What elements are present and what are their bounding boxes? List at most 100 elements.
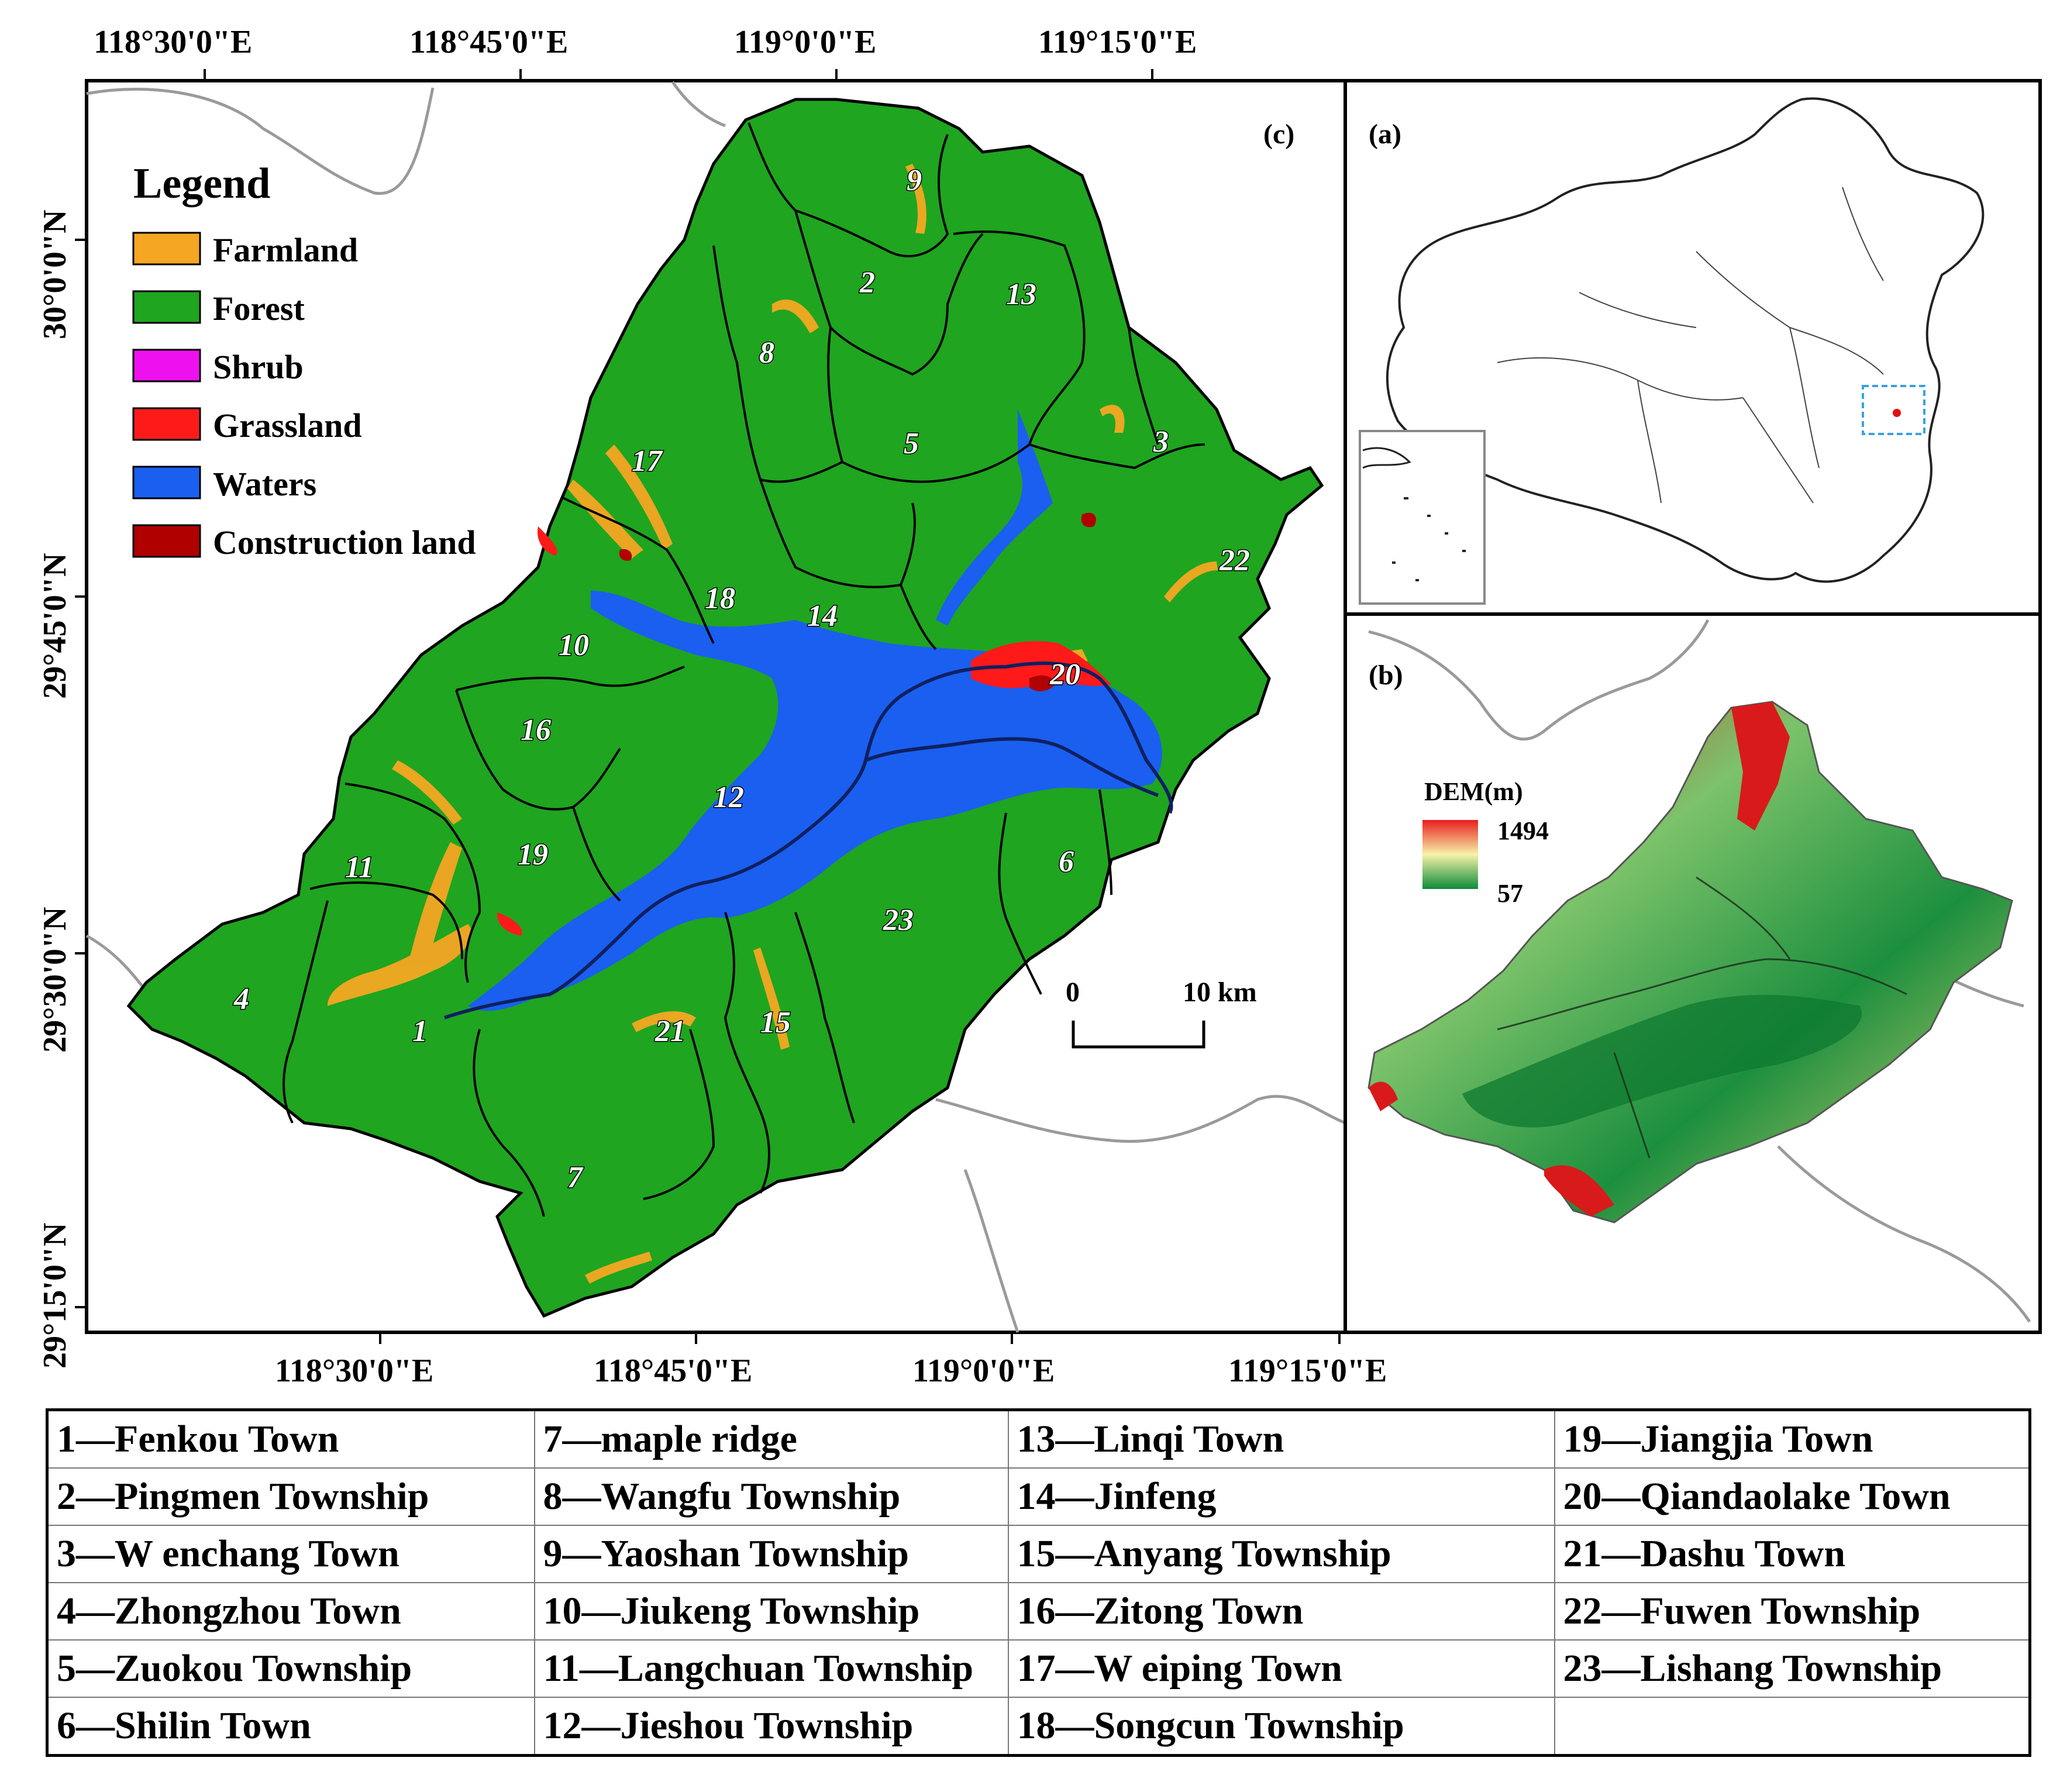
township-number: 8: [759, 336, 774, 370]
township-number: 14: [807, 599, 838, 633]
township-number: 6: [1059, 845, 1074, 878]
township-number: 12: [714, 781, 744, 814]
left-lat-label: 29°45'0"N: [37, 553, 73, 699]
bottom-longitude-labels: 118°30'0"E 118°45'0"E 119°0'0"E 119°15'0…: [275, 1353, 1387, 1389]
legend-label: Construction land: [213, 523, 476, 561]
left-lat-label: 29°15'0"N: [37, 1223, 73, 1369]
bottom-lon-label: 119°0'0"E: [912, 1353, 1055, 1389]
legend-swatch-construction: [132, 524, 201, 558]
legend: Legend Farmland Forest Shrub Grassland W…: [132, 160, 476, 561]
township-entry: 3—W enchang Town: [46, 1525, 535, 1583]
legend-swatch-waters: [132, 466, 201, 499]
panel-c-landuse-map: 1 2 3 4 5 6 7 8 9 10 11 12 13 14 15 16 1…: [75, 69, 1347, 1344]
legend-swatch-grassland: [132, 407, 201, 441]
township-entry: 5—Zuokou Township: [46, 1639, 535, 1698]
township-entry: 9—Yaoshan Township: [533, 1525, 1009, 1583]
township-entry: 21—Dashu Town: [1553, 1525, 2031, 1583]
township-entry: [1553, 1697, 2031, 1756]
township-entry: 18—Songcun Township: [1007, 1697, 1555, 1756]
legend-swatch-forest: [132, 290, 201, 324]
table-row: 3—W enchang Town 9—Yaoshan Township 15—Any…: [46, 1525, 2031, 1583]
township-entry: 15—Anyang Township: [1007, 1525, 1555, 1583]
left-lat-label: 30°0'0"N: [37, 210, 73, 339]
township-number: 22: [1219, 544, 1250, 577]
township-entry: 1—Fenkou Town: [46, 1409, 535, 1469]
township-number: 19: [518, 838, 548, 871]
township-number: 9: [907, 164, 922, 197]
legend-title: Legend: [133, 160, 270, 208]
top-lon-label: 119°15'0"E: [1038, 24, 1197, 60]
top-lon-label: 119°0'0"E: [734, 24, 876, 60]
township-list-table: 1—Fenkou Town 7—maple ridge 13—Linqi Town 1…: [46, 1408, 2031, 1757]
township-entry: 23—Lishang Township: [1553, 1639, 2031, 1698]
legend-label: Forest: [213, 290, 305, 328]
legend-swatch-shrub: [132, 349, 201, 382]
township-number: 4: [233, 983, 249, 1016]
township-number: 10: [559, 629, 589, 662]
panel-c-tag: (c): [1263, 119, 1294, 150]
township-number: 1: [412, 1015, 428, 1048]
dem-max: 1494: [1497, 816, 1549, 845]
township-number: 17: [632, 444, 663, 478]
bottom-lon-label: 118°30'0"E: [275, 1353, 433, 1389]
township-number: 13: [1006, 278, 1036, 311]
township-number: 16: [521, 714, 551, 747]
township-number: 2: [859, 266, 875, 299]
legend-label: Farmland: [213, 231, 358, 269]
legend-label: Grassland: [213, 406, 362, 444]
township-number: 3: [1153, 425, 1169, 459]
township-entry: 20—Qiandaolake Town: [1553, 1467, 2031, 1526]
township-entry: 11—Langchuan Township: [533, 1639, 1009, 1698]
panel-b-tag: (b): [1369, 660, 1403, 691]
left-lat-label: 29°30'0"N: [37, 907, 73, 1053]
township-number: 21: [654, 1015, 685, 1048]
dem-min: 57: [1497, 879, 1523, 908]
dem-title: DEM(m): [1424, 777, 1523, 806]
top-lon-label: 118°45'0"E: [409, 24, 568, 60]
township-number: 15: [760, 1006, 791, 1039]
bottom-lon-label: 118°45'0"E: [594, 1353, 752, 1389]
left-latitude-labels: 30°0'0"N 29°45'0"N 29°30'0"N 29°15'0"N: [37, 210, 73, 1369]
township-boundaries: [283, 122, 1205, 1217]
township-number: 20: [1049, 658, 1080, 691]
south-china-sea-inset: [1359, 430, 1486, 605]
township-entry: 22—Fuwen Township: [1553, 1582, 2031, 1641]
township-entry: 14—Jinfeng: [1007, 1467, 1555, 1526]
township-entry: 16—Zitong Town: [1007, 1582, 1555, 1641]
scale-bar: 0 10 km: [1066, 977, 1257, 1049]
dem-gradient-bar: [1422, 820, 1478, 889]
township-number: 23: [883, 904, 914, 937]
township-number: 5: [904, 427, 919, 460]
panel-a-china-locator: (a): [1344, 79, 2042, 616]
township-number: 11: [345, 851, 374, 884]
table-row: 1—Fenkou Town 7—maple ridge 13—Linqi Town 1…: [46, 1409, 2031, 1469]
study-area-highlight-box: [1862, 385, 1925, 435]
township-number: 18: [705, 582, 735, 615]
table-row: 5—Zuokou Township 11—Langchuan Township 17…: [46, 1639, 2031, 1698]
legend-label: Waters: [213, 465, 316, 503]
township-entry: 2—Pingmen Township: [46, 1467, 535, 1526]
township-entry: 10—Jiukeng Township: [533, 1582, 1009, 1641]
map-figure: 118°30'0"E 118°45'0"E 119°0'0"E 119°15'0…: [37, 24, 2042, 1389]
township-entry: 17—W eiping Town: [1007, 1639, 1555, 1698]
township-number: 7: [567, 1161, 584, 1194]
township-entry: 6—Shilin Town: [46, 1697, 535, 1756]
legend-label: Shrub: [213, 348, 304, 386]
legend-swatch-farmland: [132, 232, 201, 266]
scale-bar-end: 10 km: [1183, 977, 1257, 1008]
top-longitude-labels: 118°30'0"E 118°45'0"E 119°0'0"E 119°15'0…: [94, 24, 1197, 60]
bottom-lon-label: 119°15'0"E: [1228, 1353, 1387, 1389]
township-entry: 13—Linqi Town: [1007, 1409, 1555, 1469]
panel-a-tag: (a): [1369, 119, 1401, 150]
township-entry: 8—Wangfu Township: [533, 1467, 1009, 1526]
top-lon-label: 118°30'0"E: [94, 24, 252, 60]
township-entry: 12—Jieshou Township: [533, 1697, 1009, 1756]
table-row: 4—Zhongzhou Town 10—Jiukeng Township 16—Zi…: [46, 1582, 2031, 1641]
scale-bar-start: 0: [1066, 977, 1080, 1008]
township-entry: 19—Jiangjia Town: [1553, 1409, 2031, 1469]
table-row: 2—Pingmen Township 8—Wangfu Township 14—Ji…: [46, 1467, 2031, 1526]
township-entry: 4—Zhongzhou Town: [46, 1582, 535, 1641]
township-entry: 7—maple ridge: [533, 1409, 1009, 1469]
township-number-labels: 1 2 3 4 5 6 7 8 9 10 11 12 13 14 15 16 1…: [233, 163, 1251, 1195]
table-row: 6—Shilin Town 12—Jieshou Township 18—Songc…: [46, 1697, 2031, 1756]
